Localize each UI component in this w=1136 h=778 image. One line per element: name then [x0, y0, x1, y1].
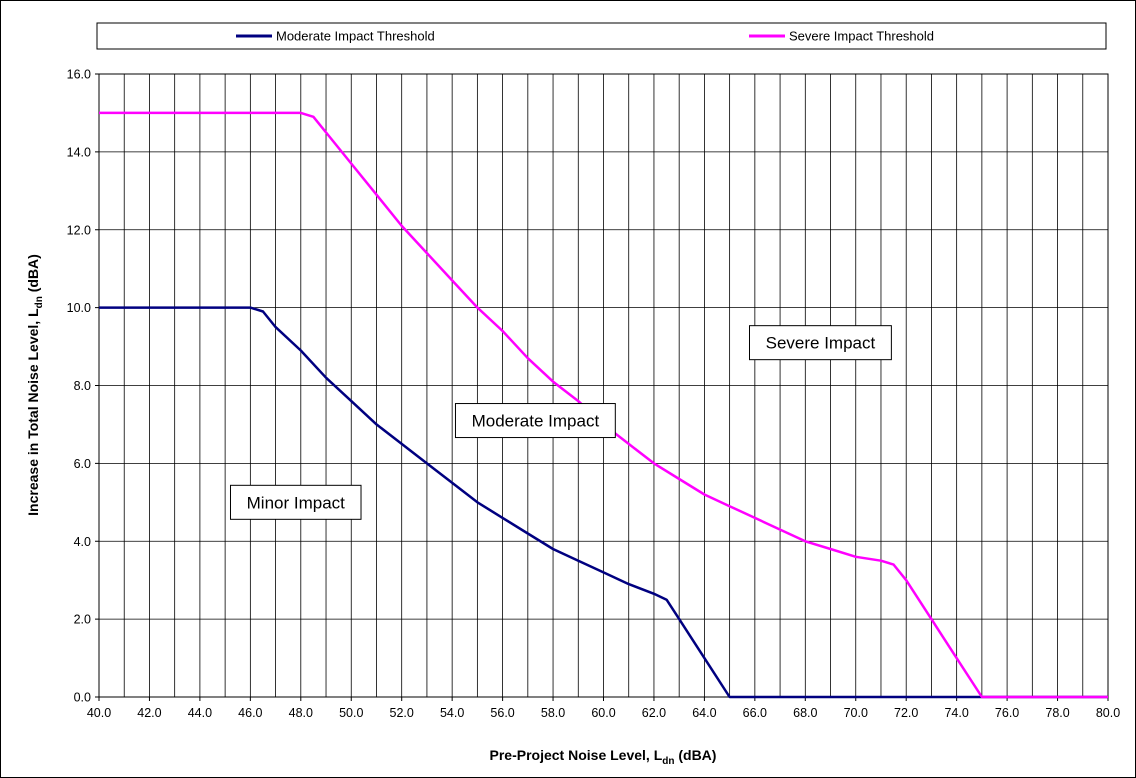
x-tick-label: 76.0	[995, 706, 1019, 720]
x-tick-label: 56.0	[490, 706, 514, 720]
x-tick-label: 54.0	[440, 706, 464, 720]
y-tick-label: 10.0	[67, 301, 91, 315]
series-line-moderate	[99, 306, 1108, 699]
x-tick-label: 78.0	[1045, 706, 1069, 720]
annotation-box	[748, 325, 892, 361]
y-tick-label: 16.0	[67, 68, 91, 82]
x-tick-label: 62.0	[642, 706, 666, 720]
y-axis-title: Increase in Total Noise Level, Ldn (dBA)	[25, 254, 45, 516]
legend: Moderate Impact Threshold Severe Impact …	[96, 22, 1107, 50]
y-tick-label: 8.0	[74, 379, 91, 393]
x-tick-label: 70.0	[844, 706, 868, 720]
gridlines	[99, 74, 1108, 697]
annotation-box	[229, 484, 362, 520]
x-tick-label: 40.0	[87, 706, 111, 720]
region-annotation: Severe Impact	[748, 325, 892, 361]
x-tick-label: 44.0	[188, 706, 212, 720]
x-tick-label: 50.0	[339, 706, 363, 720]
annotation-label: Moderate Impact	[472, 412, 600, 431]
x-tick-label: 80.0	[1096, 706, 1120, 720]
annotation-box	[454, 403, 616, 439]
y-tick-label: 6.0	[74, 457, 91, 471]
x-tick-label: 46.0	[238, 706, 262, 720]
region-annotation: Moderate Impact	[454, 403, 616, 439]
x-axis-title: Pre-Project Noise Level, Ldn (dBA)	[490, 747, 717, 767]
x-tick-label: 58.0	[541, 706, 565, 720]
x-tick-label: 48.0	[289, 706, 313, 720]
y-tick-label: 0.0	[74, 691, 91, 705]
y-tick-label: 12.0	[67, 223, 91, 237]
region-annotation: Minor Impact	[229, 484, 362, 520]
legend-label-moderate: Moderate Impact Threshold	[276, 29, 435, 44]
x-tick-label: 64.0	[692, 706, 716, 720]
x-tick-label: 68.0	[793, 706, 817, 720]
x-tick-label: 42.0	[137, 706, 161, 720]
legend-label-severe: Severe Impact Threshold	[789, 29, 934, 44]
y-tick-label: 14.0	[67, 145, 91, 159]
y-axis-tick-labels: 0.0 2.0 4.0 6.0 8.0 10.0 12.0 14.0 16.0	[67, 68, 99, 705]
y-tick-label: 2.0	[74, 613, 91, 627]
x-tick-label: 74.0	[944, 706, 968, 720]
x-tick-label: 66.0	[743, 706, 767, 720]
x-axis-tick-labels: 40.0 42.0 44.0 46.0 48.0 50.0 52.0 54.0 56.0 58.0…	[87, 697, 1120, 720]
x-tick-label: 72.0	[894, 706, 918, 720]
annotation-layer: Minor Impact Moderate Impact Severe Impact	[229, 325, 892, 520]
x-tick-label: 52.0	[390, 706, 414, 720]
y-tick-label: 4.0	[74, 535, 91, 549]
annotation-label: Severe Impact	[766, 334, 876, 353]
annotation-label: Minor Impact	[247, 493, 346, 512]
x-tick-label: 60.0	[591, 706, 615, 720]
